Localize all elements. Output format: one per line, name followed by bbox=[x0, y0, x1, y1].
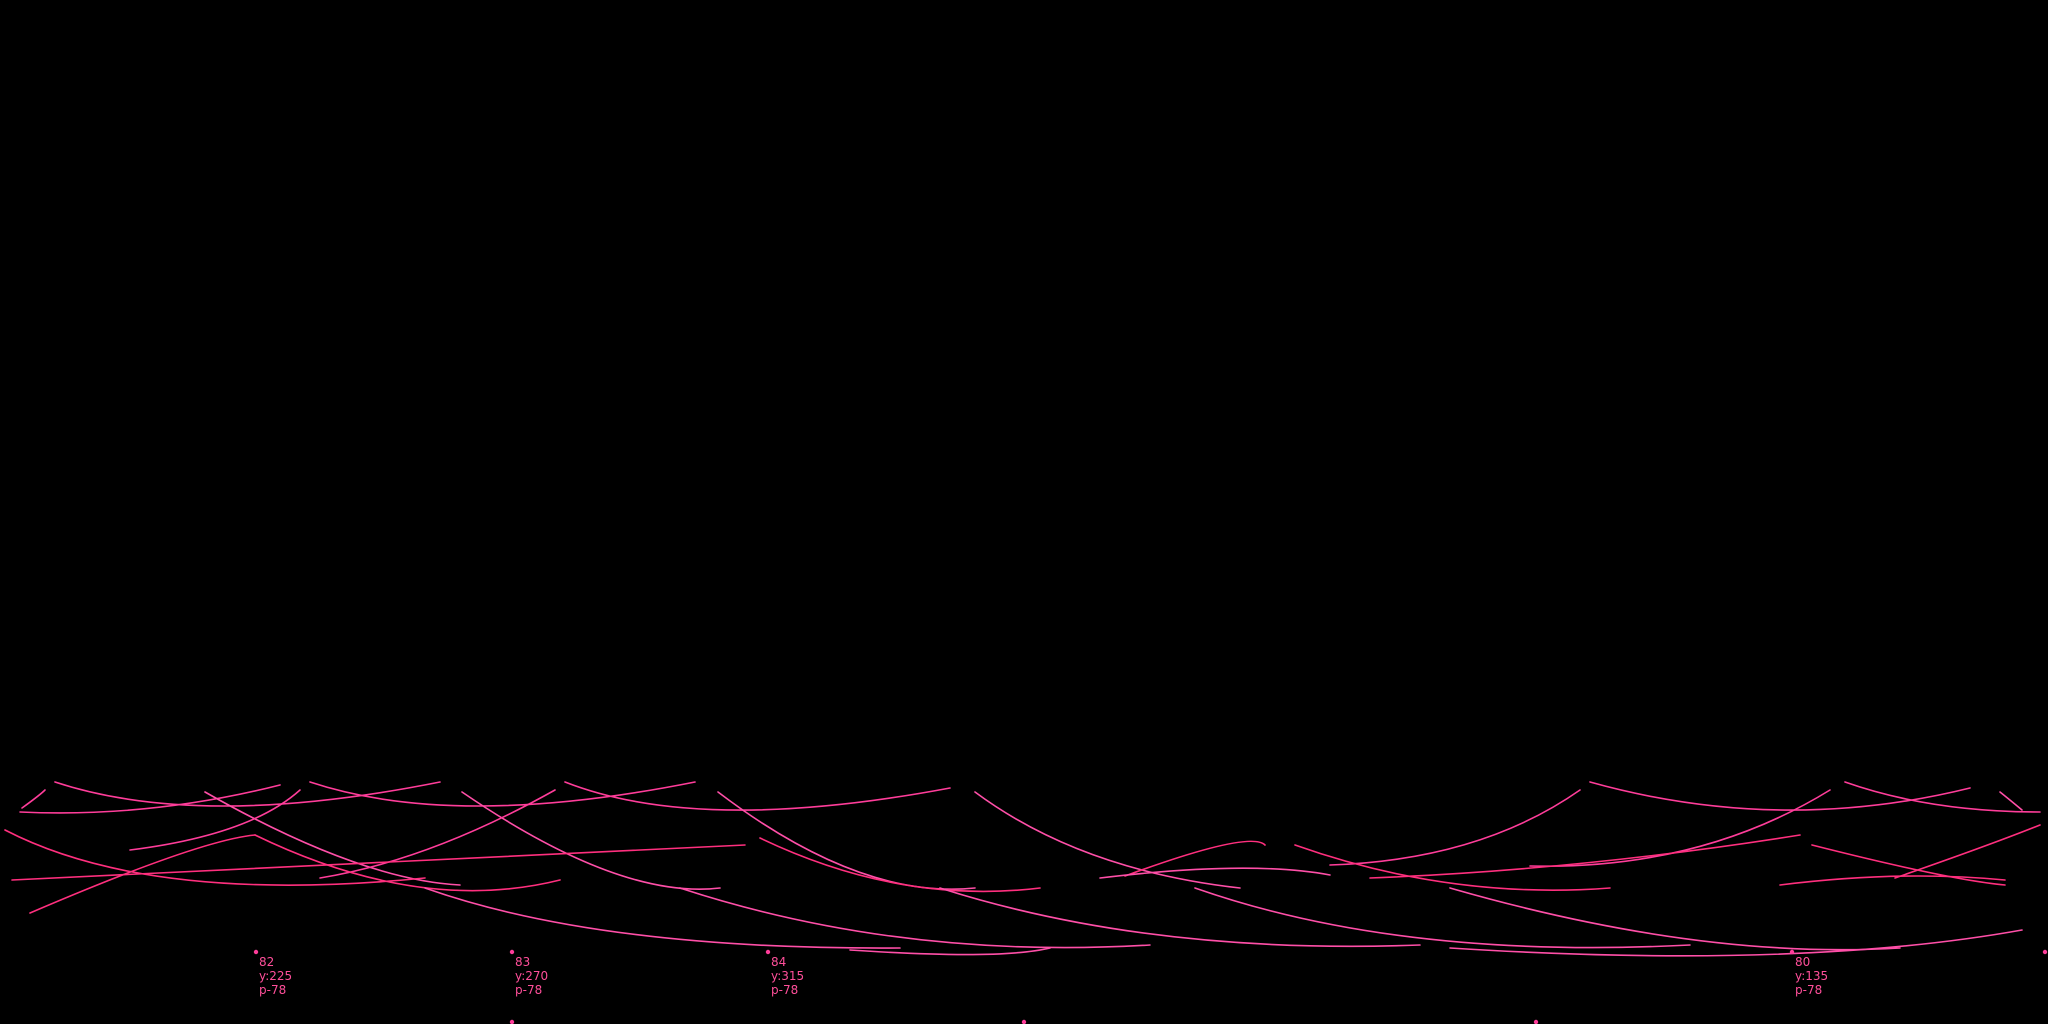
arc-mid-5 bbox=[1124, 840, 1266, 877]
node-dot bbox=[1789, 949, 1795, 955]
arc-desc-3 bbox=[974, 791, 1241, 889]
node-id: 82 bbox=[259, 955, 275, 969]
arc-top-4 bbox=[1589, 781, 1971, 811]
arc-low-0 bbox=[424, 887, 901, 949]
arc-low-7 bbox=[1099, 867, 1331, 879]
arc-mid-2 bbox=[29, 834, 256, 914]
node-label-80: 80 y:135 p-78 bbox=[1795, 955, 1828, 997]
arc-mid-0 bbox=[4, 829, 426, 886]
arc-top-0 bbox=[19, 784, 281, 814]
arc-desc-4 bbox=[1999, 791, 2023, 811]
node-label-83: 83 y:270 p-78 bbox=[515, 955, 548, 997]
arc-asc-3 bbox=[1329, 789, 1581, 866]
node-dot bbox=[509, 1019, 515, 1024]
node-p-value: p-78 bbox=[1795, 983, 1823, 997]
node-dot bbox=[2042, 949, 2048, 955]
arc-low-2 bbox=[939, 887, 1421, 948]
node-label-82: 82 y:225 p-78 bbox=[259, 955, 292, 997]
arc-desc-2 bbox=[717, 791, 976, 890]
node-dot bbox=[765, 949, 771, 955]
arc-low-5 bbox=[1449, 929, 2023, 957]
node-label-84: 84 y:315 p-78 bbox=[771, 955, 804, 997]
arc-low-4 bbox=[1449, 887, 1901, 951]
node-dot bbox=[253, 949, 259, 955]
node-p-value: p-78 bbox=[259, 983, 287, 997]
arc-asc-1 bbox=[129, 789, 301, 851]
node-id: 84 bbox=[771, 955, 787, 969]
arc-mid-9 bbox=[1894, 824, 2041, 879]
arc-low-1 bbox=[679, 887, 1151, 949]
node-p-value: p-78 bbox=[515, 983, 543, 997]
arc-mid-6 bbox=[1294, 844, 1611, 891]
arc-top-1 bbox=[54, 781, 441, 807]
arc-mid-1 bbox=[11, 844, 746, 881]
node-y-value: y:270 bbox=[515, 969, 549, 983]
node-id: 83 bbox=[515, 955, 531, 969]
arc-mid-3 bbox=[254, 834, 561, 892]
arc-top-3 bbox=[564, 781, 951, 811]
arc-desc-1 bbox=[461, 791, 721, 890]
arc-asc-2 bbox=[319, 789, 556, 879]
arc-mid-8 bbox=[1811, 844, 2006, 886]
node-y-value: y:225 bbox=[259, 969, 293, 983]
arc-low-3 bbox=[1194, 887, 1691, 949]
node-y-value: y:315 bbox=[771, 969, 805, 983]
node-id: 80 bbox=[1795, 955, 1811, 969]
arc-low-6 bbox=[849, 947, 1051, 956]
node-dot bbox=[1533, 1019, 1539, 1024]
arc-top-2 bbox=[309, 781, 696, 807]
node-p-value: p-78 bbox=[771, 983, 799, 997]
arc-mid-7 bbox=[1369, 834, 1801, 879]
node-y-value: y:135 bbox=[1795, 969, 1829, 983]
arc-desc-0 bbox=[204, 791, 461, 886]
arc-mid-10 bbox=[1779, 875, 2006, 886]
node-dot bbox=[509, 949, 515, 955]
arc-mid-4 bbox=[759, 837, 1041, 893]
node-dot bbox=[1021, 1019, 1027, 1024]
arc-asc-4 bbox=[1529, 789, 1831, 867]
arc-asc-0 bbox=[21, 789, 46, 809]
arc-top-5 bbox=[1844, 781, 2041, 813]
